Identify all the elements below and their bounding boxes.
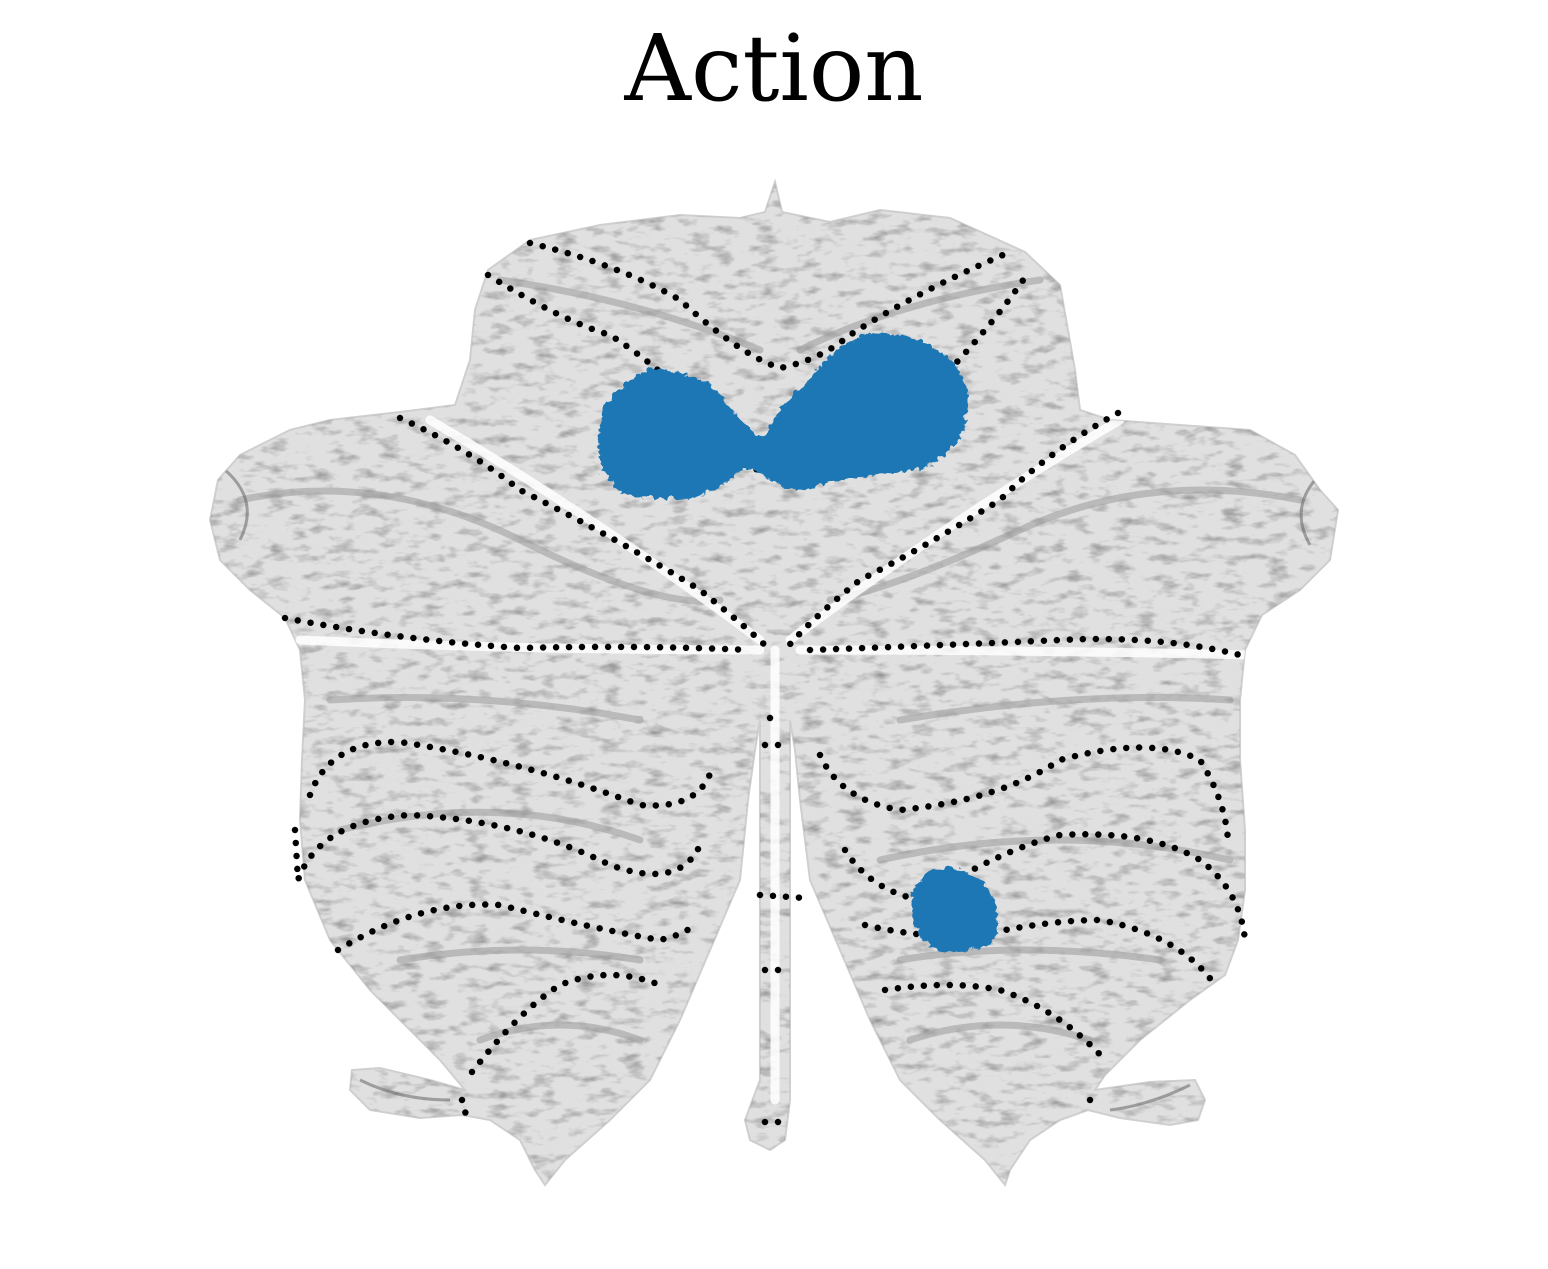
activation-cluster-lower [909,865,995,950]
activation-cluster-upper [595,330,966,497]
activation-clusters [595,330,995,950]
figure-title: Action [624,15,924,122]
flatmap-surface [209,181,1339,1186]
